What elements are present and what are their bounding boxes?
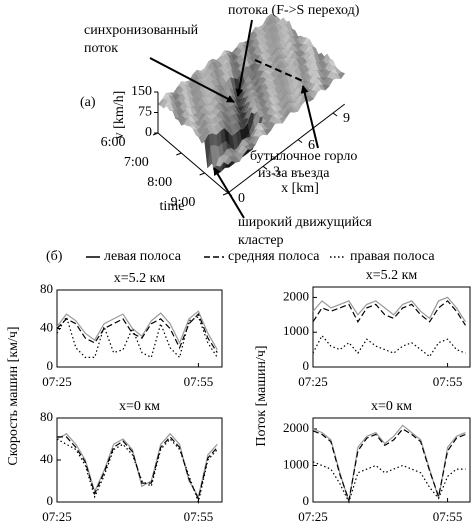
arrow [213, 167, 245, 219]
series-line [312, 334, 466, 358]
series-line [312, 424, 466, 503]
axis-line [227, 103, 346, 194]
time-tick-label: 6:00 [101, 135, 126, 150]
time-axis-label: time [160, 199, 185, 214]
annotation: кластер [238, 233, 284, 248]
y-tick-label: 1000 [283, 456, 309, 471]
y-tick-label: 2000 [283, 420, 309, 435]
x-tick-label: 07:25 [298, 509, 328, 524]
y-tick-label: 0 [47, 358, 54, 373]
y-tick-label: 80 [40, 281, 53, 296]
legend-label: левая полоса [104, 249, 182, 264]
y-tick-label: 80 [40, 409, 53, 424]
series-line [56, 315, 218, 359]
tick-mark [176, 152, 182, 156]
surface-patch [224, 156, 233, 165]
annotation: из-за въезда [258, 166, 330, 181]
x-tick-label: 3 [273, 165, 280, 180]
y-tick-label: 0 [47, 493, 54, 508]
x-tick-label: 07:55 [184, 509, 214, 524]
series-line [312, 461, 466, 504]
annotation: бутылочное горло [250, 149, 357, 164]
time-tick-label: 9:00 [171, 195, 196, 210]
y-tick-label: 40 [40, 451, 53, 466]
legend-label: правая полоса [350, 249, 435, 264]
annotation: потока (F->S переход) [228, 3, 360, 18]
plot-frame [56, 417, 223, 503]
chart-title: x=0 км [119, 399, 160, 414]
tick-mark [297, 139, 303, 144]
plot-frame [312, 417, 471, 503]
y-axis-label: Скорость машин [км/ч] [6, 326, 21, 465]
x-tick-label: 9 [343, 111, 350, 126]
annotation: широкий движущийся [238, 215, 372, 230]
arrow [300, 85, 319, 149]
x-tick-label: 6 [308, 138, 315, 153]
x-tick-label: 07:25 [42, 374, 72, 389]
tick-mark [332, 112, 338, 117]
legend-label: средняя полоса [228, 249, 320, 264]
annotation: синхронизованный [84, 23, 199, 38]
time-tick-label: 8:00 [147, 175, 172, 190]
series-line [56, 313, 218, 353]
y-tick-label: 0 [303, 493, 310, 508]
z-tick-label: 150 [131, 84, 152, 99]
series-line [56, 310, 218, 350]
chart-title: x=5.2 км [114, 271, 166, 286]
tick-mark [152, 132, 159, 136]
series-line [57, 436, 218, 501]
x-tick-label: 07:55 [433, 374, 463, 389]
series-line [56, 438, 218, 505]
annotation-arrows [149, 19, 319, 219]
panel-label: (б) [46, 249, 63, 264]
series-line [312, 300, 467, 326]
chart-title: x=0 км [371, 399, 412, 414]
arrow [235, 19, 253, 97]
y-axis-label: Поток [машин/ч] [254, 345, 269, 446]
chart-title: x=5.2 км [366, 268, 418, 283]
x-tick-label: 07:55 [433, 509, 463, 524]
arrow [149, 57, 235, 103]
x-tick-label: 07:25 [298, 374, 328, 389]
x-tick-label: 07:55 [184, 374, 214, 389]
z-tick-label: 75 [138, 105, 152, 120]
y-tick-label: 0 [303, 358, 310, 373]
x-axis-label: x [km] [281, 181, 319, 196]
plot-frame [312, 286, 471, 368]
z-tick-label: 0 [145, 125, 152, 140]
z-axis-label: v [km/h] [112, 91, 127, 140]
time-tick-label: 7:00 [124, 155, 149, 170]
x-tick-label: 0 [238, 191, 245, 206]
series-line [312, 428, 466, 503]
axis-line [157, 132, 229, 194]
annotation: поток [84, 41, 118, 56]
y-tick-label: 40 [40, 319, 53, 334]
y-tick-label: 1000 [283, 323, 309, 338]
tick-mark [222, 192, 229, 196]
series-line [312, 296, 467, 323]
x-tick-label: 07:25 [42, 509, 72, 524]
tick-mark [199, 172, 205, 176]
y-tick-label: 2000 [283, 288, 309, 303]
tick-mark [262, 165, 268, 170]
transition-line [254, 59, 306, 83]
panel-label: (a) [80, 95, 96, 110]
